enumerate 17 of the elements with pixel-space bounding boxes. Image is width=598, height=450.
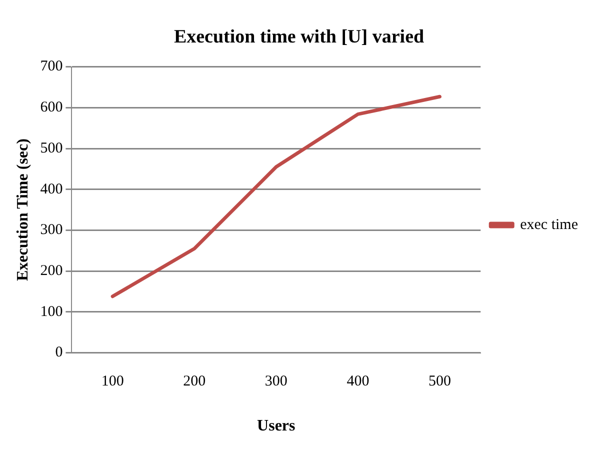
legend-label: exec time	[520, 216, 578, 233]
y-tick-label: 400	[40, 181, 63, 198]
y-tick-label: 700	[40, 58, 63, 75]
y-tick-label: 200	[40, 263, 63, 280]
y-tick-label: 500	[40, 140, 63, 156]
x-tick-label: 100	[101, 374, 124, 390]
x-tick-label: 300	[264, 374, 288, 390]
x-tick-label: 500	[428, 374, 451, 390]
chart-title: Execution time with [U] varied	[174, 26, 424, 48]
y-tick-label: 300	[40, 222, 63, 238]
y-axis-title: Execution Time (sec)	[14, 138, 32, 282]
x-tick-label: 400	[346, 374, 370, 390]
y-tick-label: 100	[40, 304, 63, 320]
x-axis-title: Users	[257, 418, 296, 435]
x-tick-label: 200	[183, 374, 206, 390]
y-tick-label: 0	[55, 344, 63, 361]
y-tick-label: 600	[40, 100, 63, 116]
